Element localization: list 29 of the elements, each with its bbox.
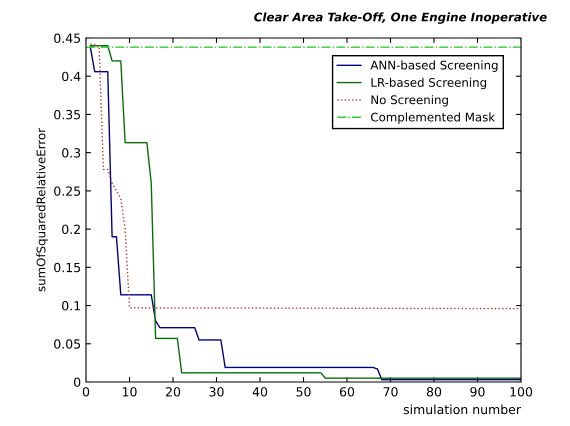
x-tick-label: 70 bbox=[384, 387, 398, 397]
x-tick-label: 80 bbox=[426, 387, 442, 397]
x-tick-label: 20 bbox=[166, 387, 180, 397]
y-tick-label: 0.45 bbox=[54, 33, 80, 43]
line-series bbox=[90, 43, 521, 310]
y-tick-label: 0 bbox=[74, 377, 80, 387]
y-tick-label: 0.3 bbox=[62, 148, 80, 158]
x-tick-label: 50 bbox=[296, 387, 311, 397]
y-axis-title: sumOfSquaredRelativeError bbox=[36, 128, 48, 292]
x-tick-label: 90 bbox=[470, 387, 485, 397]
x-tick-label: 10 bbox=[122, 387, 137, 397]
legend-label: ANN-based Screening bbox=[370, 60, 498, 72]
x-tick-label: 30 bbox=[210, 387, 224, 397]
y-tick-label: 0.2 bbox=[62, 224, 80, 234]
chart-title: Clear Area Take-Off, One Engine Inoperative bbox=[254, 12, 547, 24]
legend-label: LR-based Screening bbox=[372, 78, 486, 90]
y-tick-label: 0.15 bbox=[54, 262, 80, 272]
legend-label: No Screening bbox=[372, 95, 448, 107]
y-tick-label: 0.1 bbox=[62, 301, 80, 310]
x-tick-label: 100 bbox=[510, 387, 532, 397]
y-tick-label: 0.4 bbox=[62, 72, 80, 82]
y-tick-label: 0.05 bbox=[54, 339, 80, 349]
x-tick-label: 60 bbox=[340, 387, 354, 397]
x-tick-label: 0 bbox=[82, 387, 90, 397]
legend-label: Complemented Mask bbox=[371, 112, 496, 124]
y-tick-label: 0.35 bbox=[54, 110, 80, 120]
x-tick-label: 40 bbox=[252, 387, 268, 397]
x-axis-title: simulation number bbox=[404, 404, 522, 414]
y-tick-label: 0.25 bbox=[54, 186, 80, 196]
